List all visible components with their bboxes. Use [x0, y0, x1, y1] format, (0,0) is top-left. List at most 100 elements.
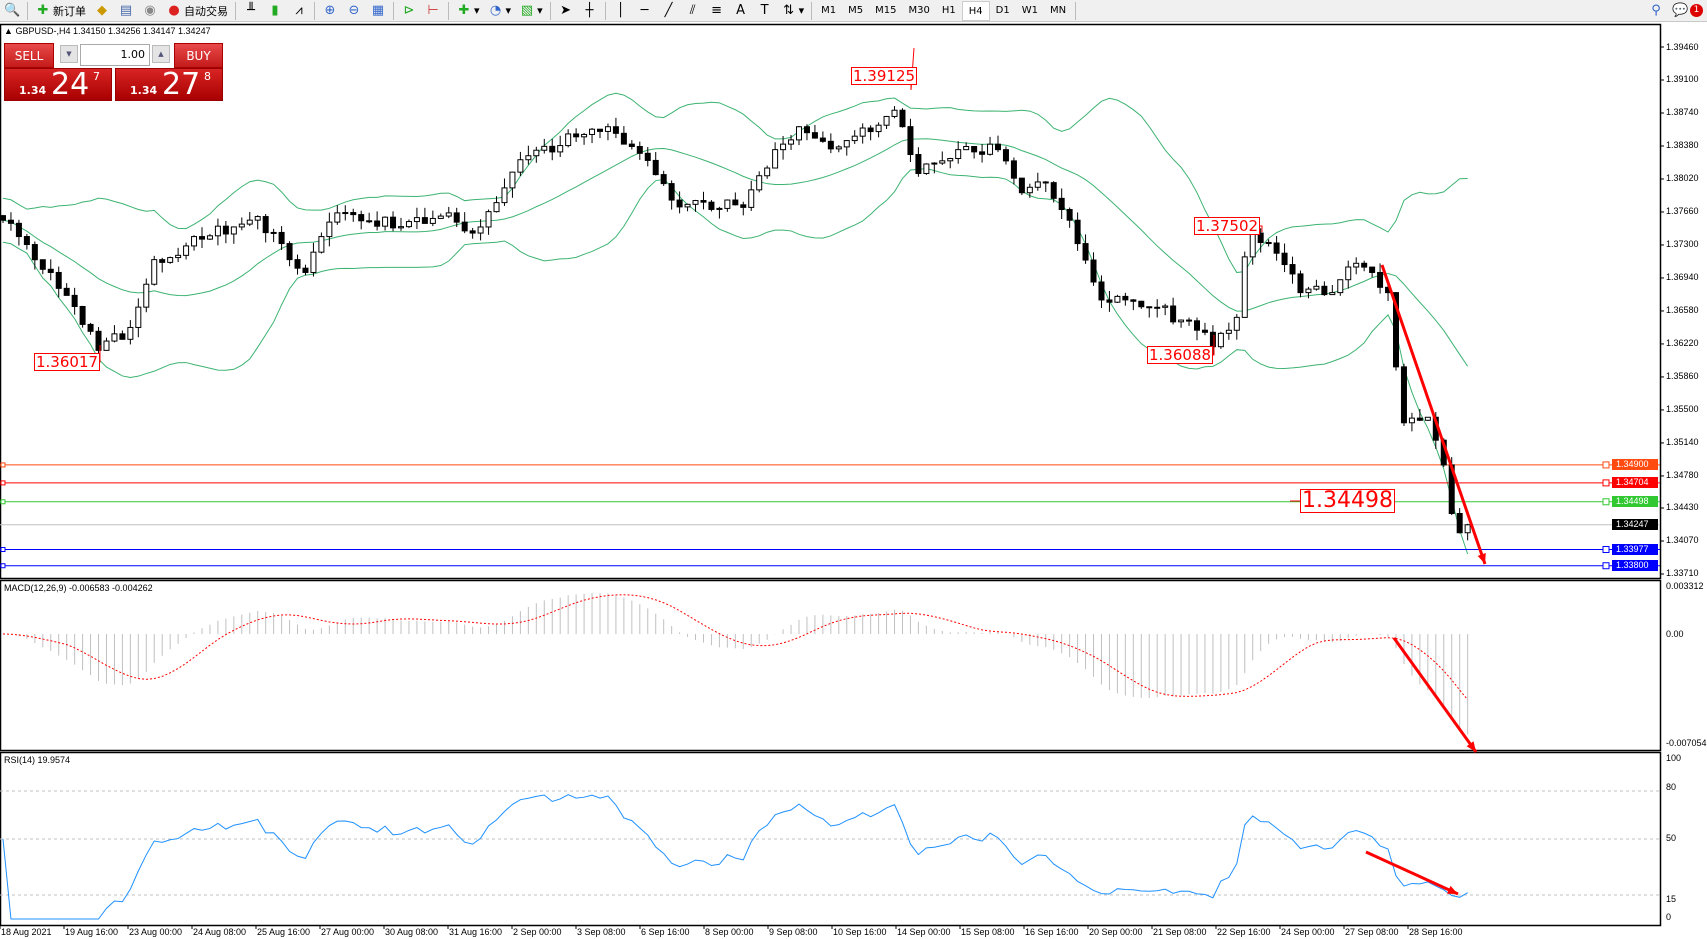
bearish-candle	[358, 214, 365, 222]
sell-button[interactable]: SELL	[4, 43, 54, 68]
price-label-level[interactable]: 1.34498	[1300, 488, 1395, 513]
bearish-candle	[907, 126, 914, 156]
line-chart-icon: ⩘	[295, 2, 303, 18]
text-button[interactable]: A	[729, 1, 753, 21]
vertical-line-button[interactable]: │	[609, 1, 633, 21]
rsi-axis-80: 80	[1666, 782, 1677, 792]
zoom-in-button[interactable]: ⊕	[318, 1, 342, 21]
cursor-button[interactable]: ➤	[554, 1, 578, 21]
arrows-button[interactable]: ⇅ ▾	[777, 1, 809, 21]
bullish-candle	[342, 212, 349, 215]
search-button[interactable]: ⚲	[1644, 1, 1668, 21]
toolbar-divider	[1075, 1, 1077, 20]
chart-header: ▲ GBPUSD-,H4 1.34150 1.34256 1.34147 1.3…	[4, 26, 211, 36]
time-axis-label: 19 Aug 16:00	[65, 927, 119, 937]
price-label-swing-low[interactable]: 1.36088	[1147, 346, 1214, 364]
price-axis-label: 1.35500	[1666, 404, 1699, 415]
metaeditor-button[interactable]: ◆	[90, 1, 114, 21]
bearish-candle	[453, 212, 460, 223]
price-line-label: 1.34704	[1612, 477, 1658, 489]
timeframe-mn[interactable]: MN	[1049, 4, 1067, 16]
chart-shift-button[interactable]: ⊢	[421, 1, 445, 21]
bullish-candle	[214, 225, 221, 237]
one-click-trading-panel: SELL ▼ 1.00 ▲ BUY 1.34 24 7 1.34 27 8	[4, 43, 223, 102]
bearish-candle	[549, 145, 556, 153]
bearish-candle	[1082, 243, 1089, 261]
bearish-candle	[95, 330, 102, 351]
fibonacci-button[interactable]: ≡	[705, 1, 729, 21]
bearish-candle	[262, 216, 269, 234]
new-order-label: 新订单	[53, 4, 86, 18]
macd-axis-min: -0.007054	[1666, 738, 1707, 748]
timeframe-d1[interactable]: D1	[995, 4, 1010, 16]
new-order-button[interactable]: ✚ 新订单	[31, 1, 90, 21]
bullish-candle	[1305, 288, 1312, 294]
price-label-high[interactable]: 1.39125	[851, 67, 918, 85]
timeframe-h1[interactable]: H1	[941, 4, 956, 16]
rsi-axis-0: 0	[1666, 912, 1672, 922]
bearish-candle	[87, 323, 94, 332]
search-icon: ⚲	[1651, 2, 1661, 18]
lot-increase-button[interactable]: ▲	[152, 45, 170, 63]
zoom-out-button[interactable]: ⊖	[342, 1, 366, 21]
bearish-candle	[1074, 219, 1081, 245]
price-axis-label: 1.34430	[1666, 502, 1699, 513]
lot-decrease-button[interactable]: ▼	[60, 45, 78, 63]
collapse-triangle-icon[interactable]: ▲	[4, 26, 13, 36]
timeframe-m15[interactable]: M15	[875, 4, 897, 16]
line-handle	[0, 499, 6, 505]
tile-windows-button[interactable]: ▦	[366, 1, 390, 21]
bar-chart-button[interactable]: ╨	[239, 1, 263, 21]
timeframe-m30[interactable]: M30	[908, 4, 930, 16]
bullish-candle	[445, 212, 452, 217]
timeframe-h4[interactable]: H4	[961, 0, 990, 21]
channel-button[interactable]: ⫽	[681, 1, 705, 21]
notifications-button[interactable]: 💬 1	[1668, 1, 1707, 21]
indicators-button[interactable]: ✚ ▾	[452, 1, 484, 21]
tile-icon: ▦	[371, 2, 385, 18]
line-handle	[1602, 479, 1610, 487]
sell-price[interactable]: 1.34 24 7	[4, 67, 112, 102]
price-label-swing-high[interactable]: 1.37502	[1194, 217, 1261, 235]
zoom-search-button[interactable]: 🔍	[0, 1, 24, 21]
bullish-candle	[103, 340, 110, 351]
bearish-candle	[1010, 160, 1017, 179]
bullish-candle	[581, 133, 588, 138]
line-chart-button[interactable]: ⩘	[287, 1, 311, 21]
horizontal-line-button[interactable]: ─	[633, 1, 657, 21]
bullish-candle	[557, 145, 564, 153]
autoscroll-button[interactable]: ⊳	[397, 1, 421, 21]
auto-trading-button[interactable]: ● 自动交易	[162, 1, 232, 21]
periods-button[interactable]: ◔ ▾	[484, 1, 516, 21]
bearish-candle	[55, 271, 62, 289]
toolbar-divider	[27, 1, 28, 20]
lot-size-input[interactable]: 1.00	[80, 44, 150, 66]
bullish-candle	[270, 231, 277, 234]
history-button[interactable]: ▤	[114, 1, 138, 21]
toolbar-divider	[604, 1, 606, 20]
bearish-candle	[374, 220, 381, 227]
text-label-button[interactable]: T	[753, 1, 777, 21]
time-axis-label: 21 Sep 08:00	[1153, 927, 1207, 937]
bearish-candle	[366, 220, 373, 223]
auto-trading-icon: ●	[168, 2, 180, 18]
buy-button[interactable]: BUY	[174, 43, 223, 68]
timeframe-w1[interactable]: W1	[1021, 4, 1038, 16]
price-label-low[interactable]: 1.36017	[34, 353, 101, 371]
signals-button[interactable]: ◉	[138, 1, 162, 21]
templates-button[interactable]: ▧ ▾	[515, 1, 547, 21]
timeframe-m5[interactable]: M5	[848, 4, 864, 16]
bullish-candle	[191, 236, 198, 247]
bullish-candle	[382, 216, 389, 227]
buy-price[interactable]: 1.34 27 8	[115, 67, 223, 102]
candlestick-button[interactable]: ▮	[263, 1, 287, 21]
bearish-candle	[1209, 331, 1216, 348]
price-line-label: 1.33977	[1612, 544, 1658, 556]
bullish-candle	[493, 202, 500, 213]
bearish-candle	[620, 132, 627, 145]
timeframe-m1[interactable]: M1	[821, 4, 837, 16]
crosshair-button[interactable]: ┼	[578, 1, 602, 21]
bullish-candle	[135, 306, 142, 328]
trendline-button[interactable]: ╱	[657, 1, 681, 21]
